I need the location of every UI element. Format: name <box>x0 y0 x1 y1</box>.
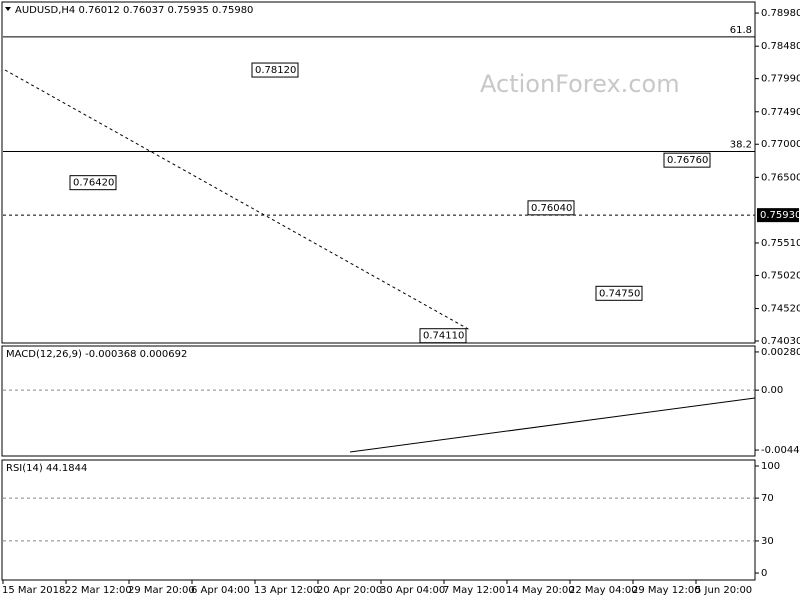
y-tick-label: 0.75510 <box>761 238 800 249</box>
price-panel <box>1 1 756 344</box>
y-tick-label: 0.77990 <box>761 74 800 85</box>
menu-arrow <box>5 7 11 11</box>
price-callout <box>69 175 117 191</box>
x-tick-label: 13 Apr 12:00 <box>254 585 319 596</box>
y-tick-label: 0.78480 <box>761 41 800 52</box>
x-tick-label: 29 May 12:00 <box>632 585 701 596</box>
y-tick-label: 0 <box>761 568 767 579</box>
y-tick-label: 30 <box>761 536 774 547</box>
macd-panel <box>1 345 756 457</box>
last-price-label: 0.75930 <box>760 210 800 221</box>
price-callout-label: 0.76040 <box>531 203 572 214</box>
y-tick-label: 0.00 <box>761 385 783 396</box>
fib-label: 61.8 <box>730 25 752 36</box>
y-tick-label: -0.004403 <box>761 445 800 456</box>
x-tick-label: 6 Apr 04:00 <box>191 585 250 596</box>
x-tick-label: 14 May 20:00 <box>506 585 575 596</box>
price-callout <box>419 328 467 344</box>
price-callout <box>663 152 711 168</box>
macd-title: MACD(12,26,9) -0.000368 0.000692 <box>6 349 187 360</box>
rsi-panel <box>1 459 756 581</box>
last-price-box <box>757 208 799 223</box>
x-tick-label: 7 May 12:00 <box>443 585 505 596</box>
fib-label: 38.2 <box>730 140 752 151</box>
price-callout-label: 0.74110 <box>423 331 464 342</box>
y-tick-label: 0.74030 <box>761 336 800 347</box>
price-callout-label: 0.76420 <box>73 178 114 189</box>
macd-trend-line <box>349 397 756 453</box>
y-tick-label: 0.002809 <box>761 347 800 358</box>
price-title: AUDUSD,H4 0.76012 0.76037 0.75935 0.7598… <box>15 5 253 16</box>
x-tick-label: 15 Mar 2018 <box>2 585 65 596</box>
y-tick-label: 0.78980 <box>761 8 800 19</box>
rsi-title: RSI(14) 44.1844 <box>6 463 87 474</box>
price-callout-label: 0.78120 <box>255 65 296 76</box>
price-callout-label: 0.74750 <box>599 288 640 299</box>
x-tick-label: 5 Jun 20:00 <box>695 585 752 596</box>
trend-line <box>4 69 471 331</box>
watermark: ActionForex.com <box>480 70 680 98</box>
x-tick-label: 22 Mar 12:00 <box>65 585 132 596</box>
x-tick-label: 22 May 04:00 <box>569 585 638 596</box>
y-tick-label: 0.76500 <box>761 172 800 183</box>
price-callout-label: 0.76760 <box>667 155 708 166</box>
y-tick-label: 100 <box>761 461 780 472</box>
price-callout <box>527 200 575 216</box>
y-tick-label: 0.77000 <box>761 139 800 150</box>
y-tick-label: 0.77490 <box>761 107 800 118</box>
price-callout <box>251 62 299 78</box>
x-tick-label: 30 Apr 04:00 <box>380 585 445 596</box>
price-callout <box>595 285 643 301</box>
y-tick-label: 70 <box>761 493 774 504</box>
y-tick-label: 0.74520 <box>761 304 800 315</box>
x-tick-label: 20 Apr 20:00 <box>317 585 382 596</box>
y-tick-label: 0.75020 <box>761 270 800 281</box>
x-tick-label: 29 Mar 20:00 <box>128 585 195 596</box>
